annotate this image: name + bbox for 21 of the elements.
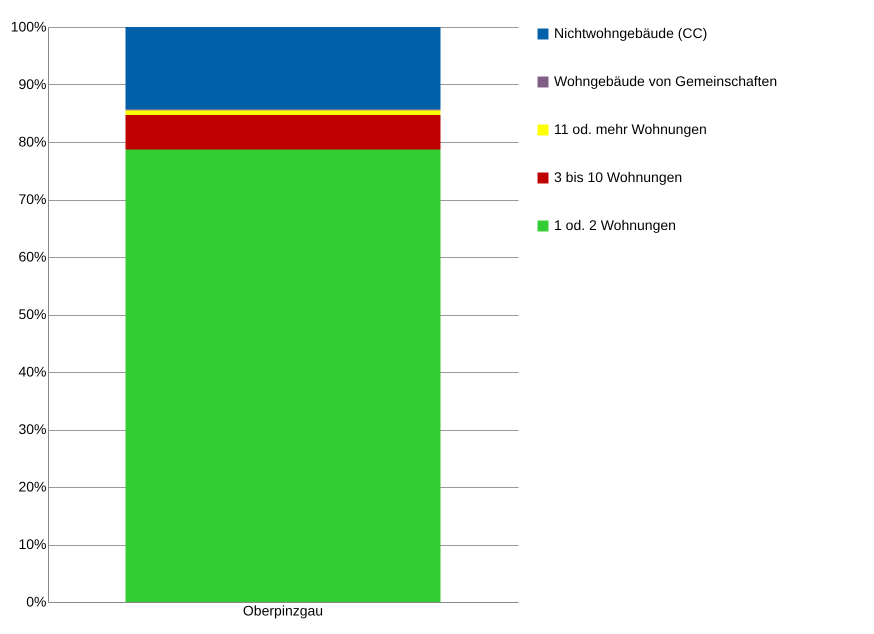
- y-tick-label: 100%: [10, 18, 46, 34]
- bar: [126, 110, 440, 115]
- y-tick-label: 50%: [18, 306, 46, 322]
- y-tick-label: 90%: [18, 76, 46, 92]
- x-tick-label: Oberpinzgau: [242, 602, 324, 618]
- y-tick-label: 40%: [18, 364, 46, 380]
- y-tick-label: 60%: [18, 248, 46, 264]
- y-tick-label: 10%: [18, 536, 46, 552]
- legend-label: 3 bis 10 Wohnungen: [554, 169, 682, 185]
- bar: [126, 114, 440, 150]
- y-tick-label: 70%: [18, 191, 46, 207]
- y-tick-label: 0%: [26, 594, 46, 610]
- legend-label: Wohngebäude von Gemeinschaften: [554, 73, 778, 89]
- y-tick-label: 20%: [18, 478, 46, 494]
- bar: [126, 149, 440, 602]
- y-tick-label: 30%: [18, 421, 46, 437]
- legend-label: Nichtwohngebäude (CC): [554, 25, 708, 41]
- legend-label: 1 od. 2 Wohnungen: [554, 217, 676, 233]
- legend-label: 11 od. mehr Wohnungen: [554, 121, 707, 137]
- y-tick-label: 80%: [18, 134, 46, 150]
- bar: [126, 27, 440, 110]
